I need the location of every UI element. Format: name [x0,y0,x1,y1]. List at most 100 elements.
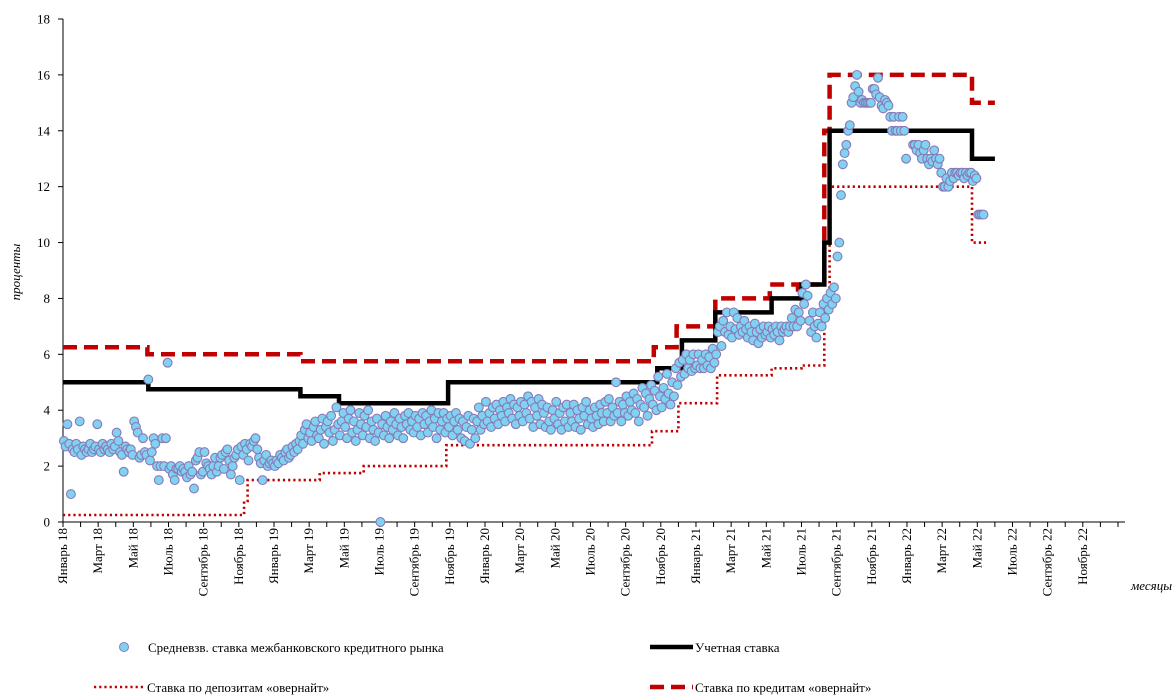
x-tick-label: Сентябрь 19 [407,528,422,596]
data-point [851,69,862,80]
data-point [934,153,945,164]
x-tick-label: Январь 20 [477,528,492,584]
y-tick-label: 18 [37,12,50,27]
data-point [665,399,676,410]
data-point [834,237,845,248]
data-point [319,438,330,449]
legend-label-scatter: Средневзв. ставка межбанковского кредитн… [148,640,444,655]
x-axis-label: месяцы [1130,578,1172,593]
y-tick-label: 2 [44,459,51,474]
data-point [146,447,157,458]
data-point [111,427,122,438]
legend-label-deposit-rate: Ставка по депозитам «овернайт» [147,680,329,695]
data-point [844,120,855,131]
x-tick-label: Март 20 [512,528,527,574]
y-tick-label: 10 [37,235,50,250]
data-point [837,159,848,170]
data-point [169,475,180,486]
data-point [345,405,356,416]
data-point [800,279,811,290]
data-point [250,433,261,444]
data-point [575,424,586,435]
x-tick-label: Ноябрь 20 [653,528,668,585]
data-point [836,190,846,201]
data-point [189,483,199,494]
data-point [669,391,679,402]
data-point [820,313,831,323]
data-point [899,125,910,136]
data-point [865,97,876,108]
data-point [793,307,804,318]
data-point [545,424,556,435]
data-point [257,475,268,486]
x-tick-label: Сентябрь 22 [1040,528,1055,596]
data-point [811,332,822,343]
data-point [187,466,198,477]
data-point [611,377,621,388]
x-tick-label: Январь 22 [899,528,914,584]
data-point [222,444,233,455]
series-points [58,69,989,527]
data-point [841,139,852,150]
y-tick-label: 0 [44,515,51,530]
data-point [802,290,813,301]
y-tick-label: 8 [44,291,51,306]
data-point [653,371,664,382]
x-tick-label: Январь 18 [55,528,70,584]
deposit-rate-line [63,185,987,517]
legend-swatch-scatter [119,642,129,652]
data-point [466,424,477,435]
data-point [162,357,173,368]
data-point [398,433,409,444]
data-point [160,433,171,444]
data-point [829,282,839,293]
data-point [718,315,729,326]
data-point [370,436,381,446]
data-point [375,517,386,527]
y-tick-labels: 0 2 4 6 8 10 12 14 16 18 [37,12,51,530]
data-point [839,148,850,159]
y-tick-label: 12 [37,179,50,194]
x-tick-label: Март 21 [723,528,738,574]
data-point [642,410,653,421]
data-point [920,139,931,150]
data-point [340,422,351,432]
legend-item-scatter: Средневзв. ставка межбанковского кредитн… [119,640,444,655]
data-point [431,433,442,444]
x-tick-label: Сентябрь 21 [829,528,844,596]
data-point [711,349,722,360]
data-point [716,341,727,351]
data-point [630,408,641,418]
data-point [639,402,650,413]
legend-item-credit-rate: Ставка по кредитам «овернайт» [650,680,871,695]
data-point [897,111,908,122]
data-point [252,444,263,455]
legend-item-key-rate: Учетная ставка [650,640,780,655]
data-point [633,416,644,427]
legend-label-credit-rate: Ставка по кредитам «овернайт» [695,680,871,695]
data-point [832,251,843,262]
data-point [662,368,672,379]
data-point [473,402,484,413]
data-point [74,416,85,427]
x-tick-label: Январь 19 [266,528,281,584]
data-point [799,299,810,309]
x-tick-label: Май 19 [336,528,351,569]
data-point [971,173,982,184]
data-point [470,433,481,444]
data-point [92,419,103,430]
data-point [551,396,562,407]
data-point [331,402,342,413]
y-tick-label: 14 [37,123,51,138]
x-tick-label: Июль 19 [371,528,386,575]
data-point [480,396,491,407]
data-point [234,475,245,486]
legend-item-deposit-rate: Ставка по депозитам «овернайт» [94,680,329,695]
y-tick-label: 6 [44,347,51,362]
legend: Средневзв. ставка межбанковского кредитн… [94,640,871,695]
data-point [581,396,592,407]
x-tick-label: Май 22 [969,528,984,569]
data-point [853,86,864,97]
data-point [616,416,627,427]
legend-label-key-rate: Учетная ставка [695,640,780,655]
